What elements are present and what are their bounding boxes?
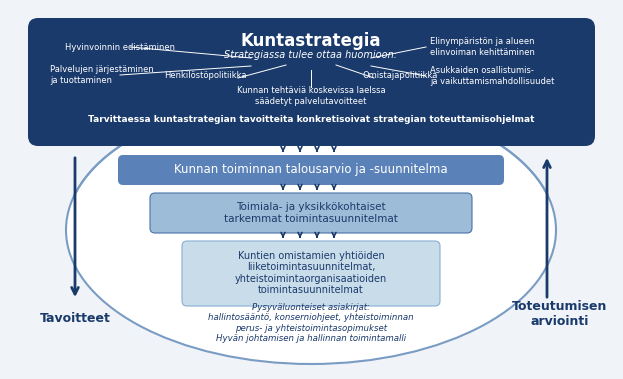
Text: Kuntien omistamien yhtiöiden
liiketoimintasuunnitelmat,
yhteistoimintaorganisaat: Kuntien omistamien yhtiöiden liiketoimin… <box>235 251 387 295</box>
Text: Hyvinvoinnin edistäminen: Hyvinvoinnin edistäminen <box>65 42 175 52</box>
Text: Kuntastrategia: Kuntastrategia <box>240 32 381 50</box>
Text: Omistajapolitiikka: Omistajapolitiikka <box>363 72 438 80</box>
Text: Asukkaiden osallistumis-
ja vaikuttamismahdollisuudet: Asukkaiden osallistumis- ja vaikuttamism… <box>430 66 554 86</box>
Text: Tarvittaessa kuntastrategian tavoitteita konkretisoivat strategian toteuttamisoh: Tarvittaessa kuntastrategian tavoitteita… <box>88 114 535 124</box>
FancyBboxPatch shape <box>28 18 595 146</box>
Ellipse shape <box>66 96 556 364</box>
Text: Toteutumisen
arviointi: Toteutumisen arviointi <box>512 300 607 328</box>
Text: Henkilöstöpolitiikka: Henkilöstöpolitiikka <box>164 72 246 80</box>
FancyBboxPatch shape <box>118 155 504 185</box>
Text: Kunnan toiminnan talousarvio ja -suunnitelma: Kunnan toiminnan talousarvio ja -suunnit… <box>174 163 448 177</box>
Text: Tavoitteet: Tavoitteet <box>40 312 110 325</box>
FancyBboxPatch shape <box>150 193 472 233</box>
Text: Kunnan tehtäviä koskevissa laelssa
säädetyt palvelutavoitteet: Kunnan tehtäviä koskevissa laelssa sääde… <box>237 86 385 106</box>
Text: Elinympäristön ja alueen
elinvoiman kehittäminen: Elinympäristön ja alueen elinvoiman kehi… <box>430 37 535 57</box>
Text: Strategiassa tulee ottaa huomioon:: Strategiassa tulee ottaa huomioon: <box>224 50 397 60</box>
FancyBboxPatch shape <box>182 241 440 306</box>
Text: Palvelujen järjestäminen
ja tuottaminen: Palvelujen järjestäminen ja tuottaminen <box>50 65 154 85</box>
Text: Toimiala- ja yksikkökohtaiset
tarkemmat toimintasuunnitelmat: Toimiala- ja yksikkökohtaiset tarkemmat … <box>224 202 398 224</box>
Text: Pysyväluonteiset asiakirjat:
hallintosääntö, konserniohjeet, yhteistoiminnan
per: Pysyväluonteiset asiakirjat: hallintosää… <box>208 303 414 343</box>
